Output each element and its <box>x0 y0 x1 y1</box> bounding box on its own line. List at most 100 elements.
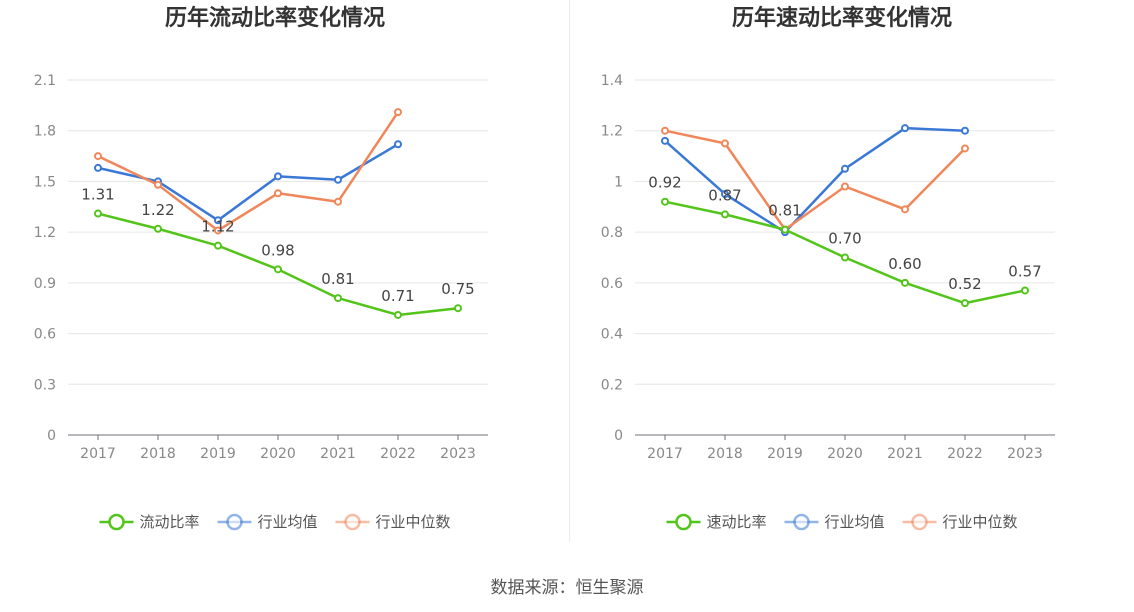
data-point <box>721 139 729 148</box>
data-source-note: 数据来源：恒生聚源 <box>490 578 644 598</box>
current-ratio-panel: 历年流动比率变化情况 0 0.3 0.6 0.9 1.2 1.5 1.8 2.1 2017 2018… <box>0 0 567 545</box>
y-tick-label: 1 <box>614 174 623 190</box>
y-tick-label: 1.8 <box>34 124 56 140</box>
x-tick-label: 2017 <box>647 446 683 462</box>
legend-swatch-marker <box>108 513 125 531</box>
data-point <box>394 108 402 117</box>
y-tick-label: 0.6 <box>601 276 623 292</box>
chart-title: 历年流动比率变化情况 <box>165 5 385 31</box>
legend-label: 行业中位数 <box>943 513 1018 531</box>
y-tick-label: 0.6 <box>34 327 56 343</box>
data-point <box>214 241 222 250</box>
x-tick-label: 2021 <box>887 446 923 462</box>
legend-label: 流动比率 <box>140 513 200 531</box>
x-tick-label: 2021 <box>320 446 356 462</box>
x-tick-label: 2022 <box>947 446 983 462</box>
legend-swatch-marker <box>793 513 810 531</box>
data-label: 1.22 <box>141 201 174 219</box>
data-point <box>334 294 342 303</box>
data-label: 0.60 <box>888 255 921 273</box>
data-point <box>94 163 102 172</box>
data-point <box>334 197 342 206</box>
current-ratio-chart: 历年流动比率变化情况 0 0.3 0.6 0.9 1.2 1.5 1.8 2.1 2017 2018… <box>34 5 488 531</box>
series-line <box>664 126 966 234</box>
x-tick-label: 2019 <box>767 446 803 462</box>
data-point <box>94 209 102 218</box>
legend-swatch-marker <box>675 513 692 531</box>
data-point <box>661 197 669 206</box>
data-point <box>154 180 162 189</box>
data-label: 0.98 <box>261 241 294 259</box>
legend-label: 行业中位数 <box>376 513 451 531</box>
legend-swatch-marker <box>226 513 243 531</box>
data-point <box>661 136 669 145</box>
y-tick-label: 0.8 <box>601 225 623 241</box>
x-tick-label: 2018 <box>707 446 743 462</box>
data-point <box>214 216 222 225</box>
data-label: 0.81 <box>321 270 354 288</box>
x-tick-label: 2020 <box>827 446 863 462</box>
data-label: 0.75 <box>441 280 474 298</box>
data-point <box>154 224 162 233</box>
y-tick-label: 0 <box>47 428 56 444</box>
x-tick-label: 2018 <box>140 446 176 462</box>
data-point <box>394 140 402 149</box>
data-point <box>781 225 789 234</box>
data-label: 0.87 <box>708 186 741 204</box>
data-label: 0.92 <box>648 174 681 192</box>
data-point <box>274 172 282 181</box>
y-tick-label: 0.9 <box>34 276 56 292</box>
data-point <box>721 210 729 219</box>
data-point <box>901 278 909 287</box>
data-point <box>334 175 342 184</box>
quick-ratio-panel: 历年速动比率变化情况 0 0.2 0.4 0.6 0.8 1 1.2 1.4 2017 2018 20… <box>567 0 1134 545</box>
legend-label: 速动比率 <box>707 513 767 531</box>
legend-label: 行业均值 <box>258 513 318 531</box>
legend-swatch-marker <box>344 513 361 531</box>
data-label: 0.71 <box>381 287 414 305</box>
legend-swatch-marker <box>911 513 928 531</box>
y-tick-label: 0 <box>614 428 623 444</box>
y-tick-label: 1.5 <box>34 174 56 190</box>
series-line <box>664 129 966 231</box>
y-tick-label: 1.2 <box>601 124 623 140</box>
data-point <box>661 126 669 135</box>
data-point <box>454 304 462 313</box>
data-point <box>394 310 402 319</box>
legend-item: 行业均值 <box>217 513 318 531</box>
data-point <box>961 126 969 135</box>
series-line <box>97 111 400 232</box>
data-point <box>961 299 969 308</box>
y-tick-label: 1.4 <box>601 73 623 89</box>
data-point <box>94 152 102 161</box>
data-point <box>841 164 849 173</box>
y-tick-label: 1.2 <box>34 225 56 241</box>
y-tick-label: 0.3 <box>34 377 56 393</box>
data-point <box>901 205 909 214</box>
x-tick-label: 2023 <box>440 446 476 462</box>
data-label: 1.31 <box>81 186 114 204</box>
y-tick-label: 0.2 <box>601 377 623 393</box>
y-tick-label: 2.1 <box>34 73 56 89</box>
data-point <box>274 189 282 198</box>
legend-item: 行业均值 <box>784 513 885 531</box>
x-tick-label: 2023 <box>1007 446 1043 462</box>
data-point <box>901 124 909 133</box>
data-point <box>841 182 849 191</box>
data-label: 0.70 <box>828 230 861 248</box>
legend-item: 流动比率 <box>99 513 200 531</box>
data-point <box>841 253 849 262</box>
data-point <box>961 144 969 153</box>
y-tick-label: 0.4 <box>601 327 623 343</box>
data-label: 1.12 <box>201 218 234 236</box>
legend-item: 速动比率 <box>666 513 767 531</box>
data-point <box>214 226 222 235</box>
data-point <box>721 190 729 199</box>
x-tick-label: 2017 <box>80 446 116 462</box>
legend-item: 行业中位数 <box>902 513 1018 531</box>
data-label: 0.52 <box>948 275 981 293</box>
data-point <box>274 265 282 274</box>
x-tick-label: 2022 <box>380 446 416 462</box>
panel-divider <box>569 0 570 542</box>
